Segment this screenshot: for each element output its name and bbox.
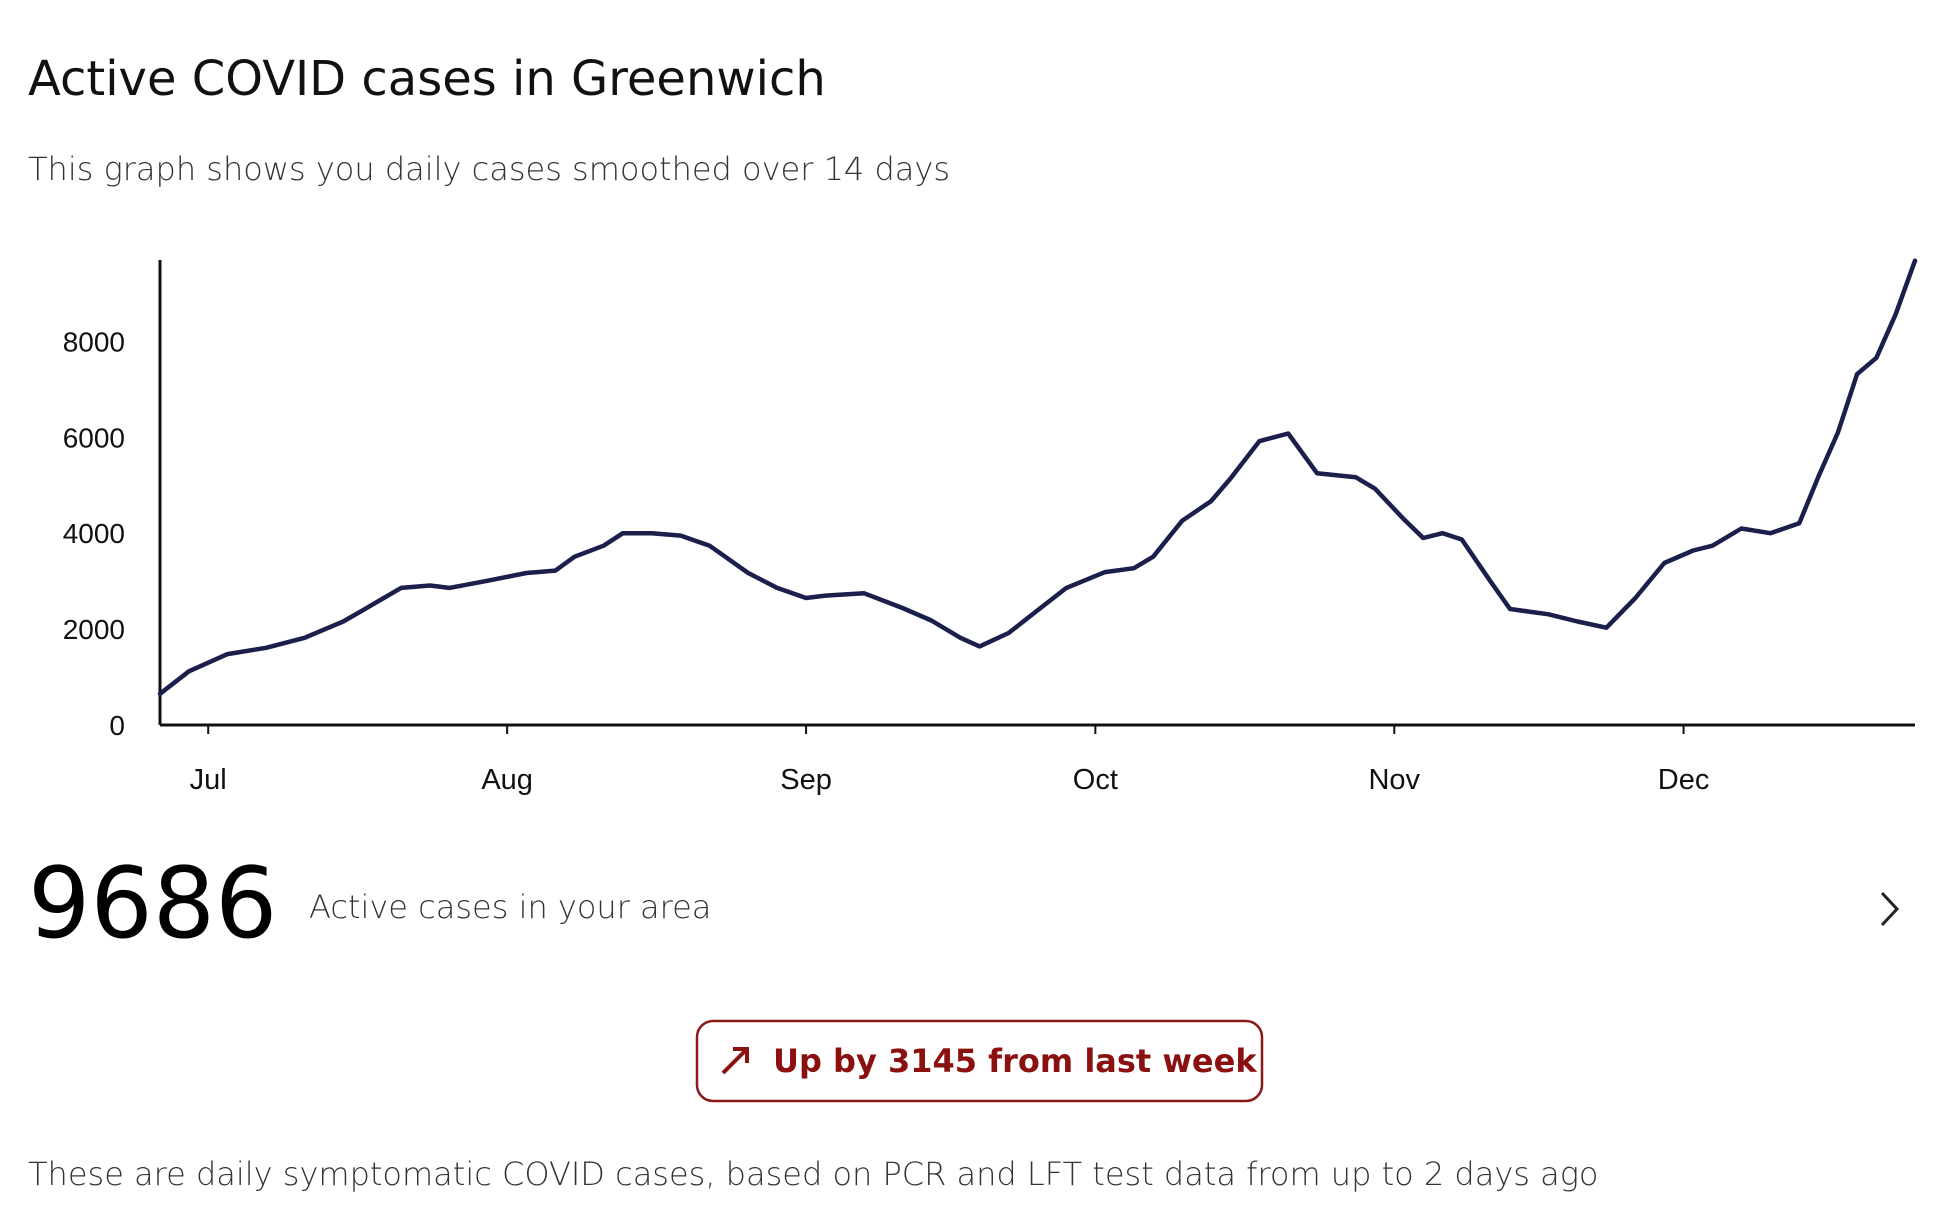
y-tick-label: 0 [109,710,125,741]
y-tick-label: 8000 [63,326,125,357]
x-tick-label: Oct [1073,764,1118,796]
plot: 0 2000 4000 6000 8000 Jul Aug Sep Oct Nov Dec [63,258,1918,796]
y-tick-label: 2000 [63,614,125,645]
change-badge [695,1019,1264,1103]
x-tick-label: Sep [780,764,832,796]
data-line [157,258,1918,697]
x-tick-label: Nov [1368,764,1420,796]
change-text: Up by 3145 from last week [773,1042,1257,1080]
summary-label: Active cases in your area [309,888,711,926]
x-tick-label: Dec [1658,764,1710,796]
up-arrow-icon [721,1047,749,1075]
footnote: These are daily symptomatic COVID cases,… [28,1155,1598,1193]
chart-subtitle: This graph shows you daily cases smoothe… [28,150,950,188]
x-tick-label: Aug [481,764,533,796]
chevron[interactable] [1880,891,1900,927]
x-tick-label: Jul [190,764,227,796]
y-tick-label: 4000 [63,518,125,549]
summary-value: 9686 [28,847,277,961]
chart-title: Active COVID cases in Greenwich [28,51,826,107]
y-tick-label: 6000 [63,422,125,453]
